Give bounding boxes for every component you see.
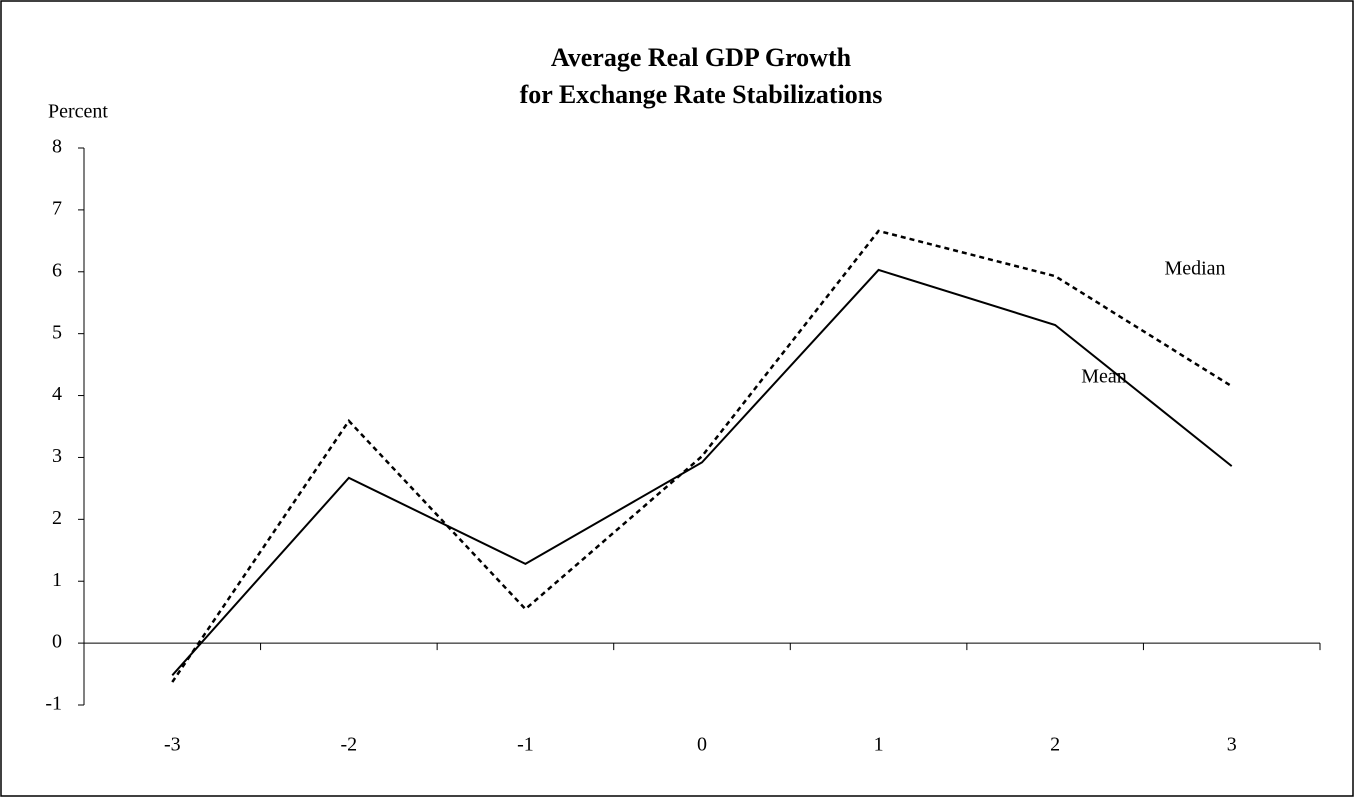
x-tick-label: -1 bbox=[517, 734, 534, 756]
line-series bbox=[171, 268, 1233, 676]
y-tick-label: 5 bbox=[52, 321, 62, 343]
chart-title: Average Real GDP Growth bbox=[551, 43, 852, 72]
y-tick-label: 0 bbox=[52, 631, 62, 653]
chart-subtitle: for Exchange Rate Stabilizations bbox=[520, 80, 883, 109]
y-tick-label: -1 bbox=[45, 693, 62, 715]
y-axis-label: Percent bbox=[48, 101, 108, 123]
y-tick-label: 4 bbox=[52, 383, 62, 405]
x-tick-label: 0 bbox=[697, 734, 707, 756]
y-tick-label: 7 bbox=[52, 197, 62, 219]
y-tick-label: 8 bbox=[52, 136, 62, 158]
x-tick-label: -3 bbox=[164, 734, 181, 756]
y-tick-label: 6 bbox=[52, 259, 62, 281]
x-tick-label: 3 bbox=[1227, 734, 1237, 756]
y-tick-label: 3 bbox=[52, 445, 62, 467]
x-tick-label: -2 bbox=[341, 734, 358, 756]
x-tick-label: 2 bbox=[1050, 734, 1060, 756]
series-label: Median bbox=[1164, 258, 1225, 280]
series-label: Mean bbox=[1081, 366, 1127, 388]
y-tick-label: 1 bbox=[52, 569, 62, 591]
x-tick-label: 1 bbox=[874, 734, 884, 756]
line-series bbox=[171, 229, 1233, 683]
y-tick-label: 2 bbox=[52, 507, 62, 529]
